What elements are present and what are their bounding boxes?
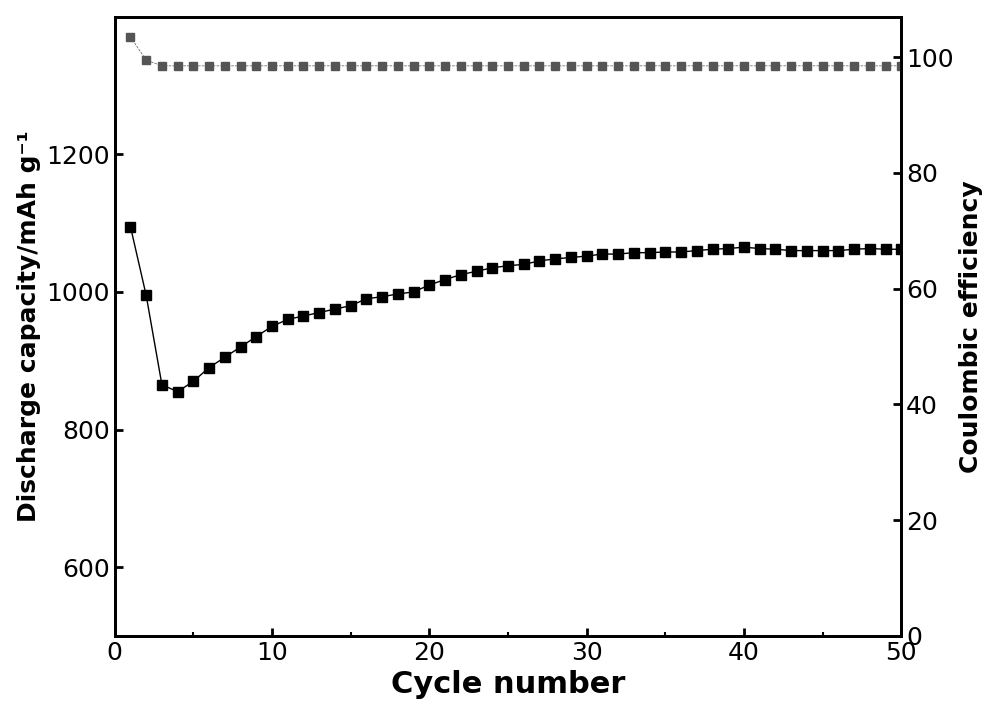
Y-axis label: Coulombic efficiency: Coulombic efficiency <box>959 180 983 473</box>
Y-axis label: Discharge capacity/mAh g⁻¹: Discharge capacity/mAh g⁻¹ <box>17 130 41 522</box>
X-axis label: Cycle number: Cycle number <box>391 670 625 700</box>
